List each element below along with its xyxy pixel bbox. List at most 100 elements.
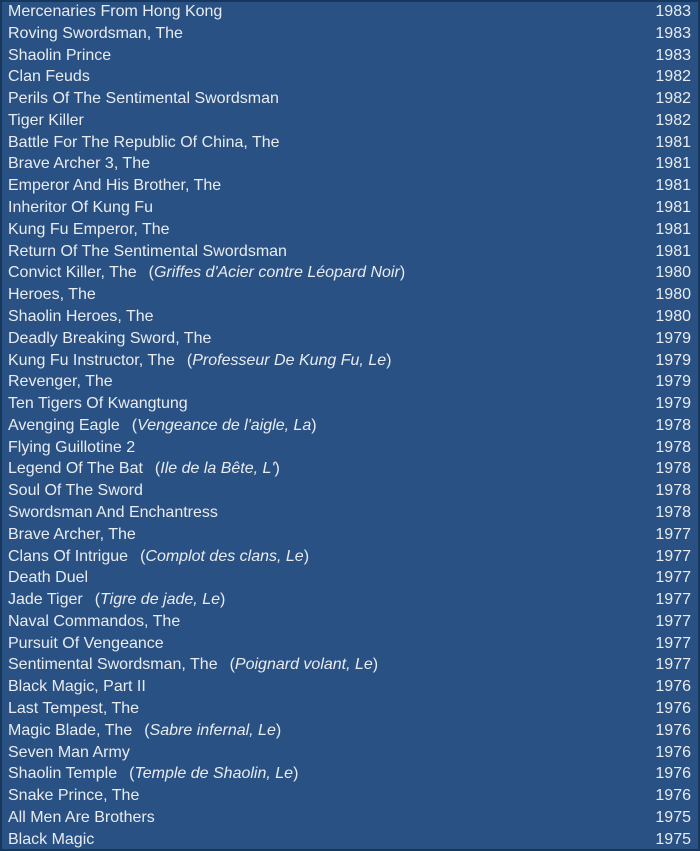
film-alt-title-group: (Ile de la Bête, L') (155, 458, 280, 480)
film-row: Perils Of The Sentimental Swordsman 1982 (8, 88, 691, 110)
film-year: 1977 (655, 656, 691, 674)
film-row: Clan Feuds 1982 (8, 66, 691, 88)
film-alt-title-group: (Temple de Shaolin, Le) (129, 763, 298, 785)
film-alt-title-group: (Complot des clans, Le) (140, 546, 309, 568)
film-title-group: Deadly Breaking Sword, The (8, 328, 211, 350)
film-year: 1981 (655, 133, 691, 151)
film-title: Soul Of The Sword (8, 482, 143, 500)
film-year: 1980 (655, 264, 691, 282)
alt-title-open-paren: ( (140, 547, 146, 565)
film-row: Pursuit Of Vengeance 1977 (8, 633, 691, 655)
film-title: Revenger, The (8, 373, 113, 391)
film-title: Ten Tigers Of Kwangtung (8, 395, 188, 413)
film-title: Sentimental Swordsman, The (8, 656, 218, 674)
film-year: 1979 (655, 329, 691, 347)
film-row: Roving Swordsman, The 1983 (8, 23, 691, 45)
film-title-group: Clan Feuds (8, 66, 90, 88)
film-title: Seven Man Army (8, 743, 130, 761)
film-title: Roving Swordsman, The (8, 24, 183, 42)
film-title-group: Shaolin Heroes, The (8, 306, 154, 328)
film-row: Black Magic, Part II 1976 (8, 676, 691, 698)
film-title: Jade Tiger (8, 591, 83, 609)
film-title-group: Flying Guillotine 2 (8, 437, 135, 459)
film-title-group: All Men Are Brothers (8, 807, 155, 829)
film-year: 1978 (655, 482, 691, 500)
film-title-group: Legend Of The Bat (Ile de la Bête, L') (8, 458, 280, 480)
film-title-group: Pursuit Of Vengeance (8, 633, 164, 655)
alt-title-close-paren: ) (303, 547, 310, 565)
film-title: Legend Of The Bat (8, 460, 143, 478)
film-title: Tiger Killer (8, 111, 84, 129)
film-title-group: Kung Fu Instructor, The (Professeur De K… (8, 350, 391, 372)
film-alt-title-group: (Professeur De Kung Fu, Le) (187, 350, 392, 372)
film-title-group: Brave Archer 3, The (8, 153, 150, 175)
alt-title-open-paren: ( (229, 656, 235, 674)
film-title-group: Magic Blade, The (Sabre infernal, Le) (8, 720, 281, 742)
film-alt-title-group: (Sabre infernal, Le) (144, 720, 281, 742)
film-year: 1977 (655, 569, 691, 587)
film-year: 1976 (655, 743, 691, 761)
film-title: Brave Archer 3, The (8, 155, 150, 173)
film-row: Brave Archer, The 1977 (8, 524, 691, 546)
film-title-group: Emperor And His Brother, The (8, 175, 221, 197)
film-year: 1982 (655, 111, 691, 129)
film-title: Avenging Eagle (8, 416, 120, 434)
film-row: Jade Tiger (Tigre de jade, Le) 1977 (8, 589, 691, 611)
film-row: Shaolin Prince 1983 (8, 45, 691, 67)
film-title: Clans Of Intrigue (8, 547, 129, 565)
film-title: Return Of The Sentimental Swordsman (8, 242, 287, 260)
film-title-group: Revenger, The (8, 371, 113, 393)
film-year: 1980 (655, 307, 691, 325)
film-year: 1978 (655, 503, 691, 521)
alt-title-close-paren: ) (275, 721, 282, 739)
film-title-group: Sentimental Swordsman, The (Poignard vol… (8, 654, 378, 676)
film-title-group: Return Of The Sentimental Swordsman (8, 241, 287, 263)
film-year: 1981 (655, 242, 691, 260)
film-year: 1977 (655, 612, 691, 630)
film-year: 1978 (655, 416, 691, 434)
film-title-group: Last Tempest, The (8, 698, 139, 720)
film-year: 1977 (655, 634, 691, 652)
film-row: Return Of The Sentimental Swordsman 1981 (8, 241, 691, 263)
alt-title-close-paren: ) (293, 765, 299, 783)
film-title-group: Battle For The Republic Of China, The (8, 132, 280, 154)
film-title: Naval Commandos, The (8, 612, 181, 630)
film-title-group: Brave Archer, The (8, 524, 136, 546)
film-row: Tiger Killer 1982 (8, 110, 691, 132)
film-year: 1982 (655, 90, 691, 108)
film-row: Convict Killer, The (Griffes d'Acier con… (8, 262, 691, 284)
film-row: Naval Commandos, The 1977 (8, 611, 691, 633)
film-title-group: Black Magic, Part II (8, 676, 146, 698)
alt-title-close-paren: ) (386, 351, 392, 369)
film-row: Shaolin Temple (Temple de Shaolin, Le) 1… (8, 763, 691, 785)
alt-title-open-paren: ( (144, 721, 150, 739)
film-title: Brave Archer, The (8, 525, 136, 543)
alt-title-close-paren: ) (372, 656, 379, 674)
alt-title-open-paren: ( (129, 765, 135, 783)
film-title: Death Duel (8, 569, 89, 587)
film-alt-title: Temple de Shaolin, Le (134, 765, 294, 783)
film-row: Black Magic 1975 (8, 829, 691, 851)
alt-title-open-paren: ( (131, 416, 138, 434)
film-year: 1978 (655, 460, 691, 478)
film-row: Shaolin Heroes, The 1980 (8, 306, 691, 328)
film-row: Magic Blade, The (Sabre infernal, Le) 19… (8, 720, 691, 742)
film-year: 1982 (655, 68, 691, 86)
film-row: Clans Of Intrigue (Complot des clans, Le… (8, 546, 691, 568)
film-title: Magic Blade, The (8, 721, 133, 739)
film-title: Clan Feuds (8, 68, 90, 86)
film-title-group: Naval Commandos, The (8, 611, 180, 633)
film-title-group: Mercenaries From Hong Kong (8, 1, 222, 23)
film-year: 1978 (655, 438, 691, 456)
film-alt-title: Poignard volant, Le (234, 656, 373, 674)
film-year: 1977 (655, 525, 691, 543)
film-title: Shaolin Temple (8, 765, 118, 783)
film-row: Snake Prince, The 1976 (8, 785, 691, 807)
film-title-group: Convict Killer, The (Griffes d'Acier con… (8, 262, 405, 284)
film-title-group: Death Duel (8, 567, 88, 589)
film-row: Battle For The Republic Of China, The 19… (8, 132, 691, 154)
film-title: Kung Fu Emperor, The (8, 220, 170, 238)
film-title: Emperor And His Brother, The (8, 177, 222, 195)
film-year: 1979 (655, 351, 691, 369)
film-title-group: Clans Of Intrigue (Complot des clans, Le… (8, 546, 309, 568)
